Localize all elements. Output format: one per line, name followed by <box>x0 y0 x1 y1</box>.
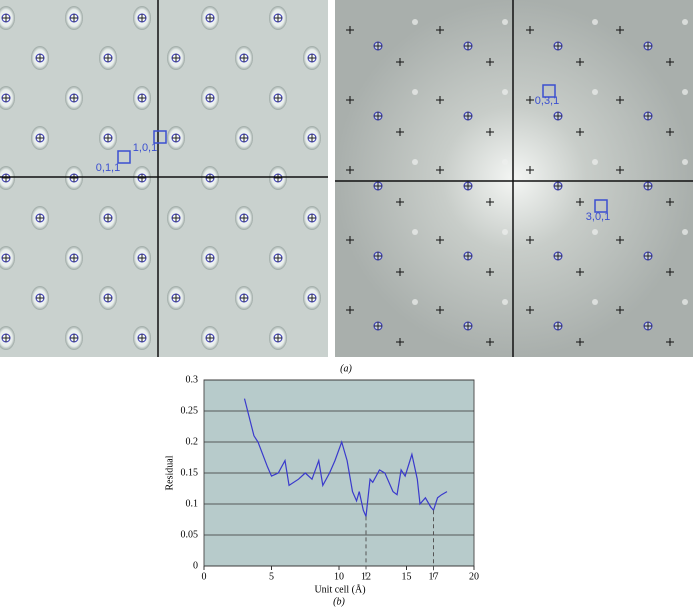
right-reflections <box>335 0 693 357</box>
x-tick-label: 15 <box>402 571 412 582</box>
index-box <box>153 130 167 144</box>
x-axis-label: Unit cell (Å) <box>314 583 365 595</box>
y-tick-label: 0.15 <box>181 467 199 478</box>
y-tick-label: 0.05 <box>181 529 199 540</box>
y-tick-label: 0.2 <box>186 436 199 447</box>
y-tick-label: 0 <box>193 560 198 571</box>
y-tick-label: 0.3 <box>186 374 199 385</box>
marker-label: 17 <box>429 571 439 582</box>
y-tick-label: 0.1 <box>186 498 199 509</box>
x-tick-label: 10 <box>334 571 344 582</box>
panel-label: (a) <box>340 363 352 374</box>
y-axis-label: Residual <box>164 455 175 490</box>
marker-label: 12 <box>361 571 371 582</box>
left-lattice <box>0 0 328 357</box>
x-tick-label: 20 <box>469 571 479 582</box>
x-tick-label: 5 <box>269 571 274 582</box>
index-box <box>594 199 608 213</box>
index-label: 0,1,1 <box>96 162 120 174</box>
y-tick-label: 0.25 <box>181 405 199 416</box>
index-box <box>542 84 556 98</box>
chart: 0 0.05 0.1 0.15 0.2 0.25 0.3 0 5 10 15 20 12 17 <box>181 374 480 582</box>
x-tick-label: 0 <box>202 571 207 582</box>
data-line <box>243 398 448 519</box>
panel-label: (b) <box>333 596 345 607</box>
index-label: 0,3,1 <box>535 95 559 107</box>
index-label: 3,0,1 <box>586 211 610 223</box>
index-box <box>117 150 131 164</box>
index-label: 1,0,1 <box>133 142 157 154</box>
